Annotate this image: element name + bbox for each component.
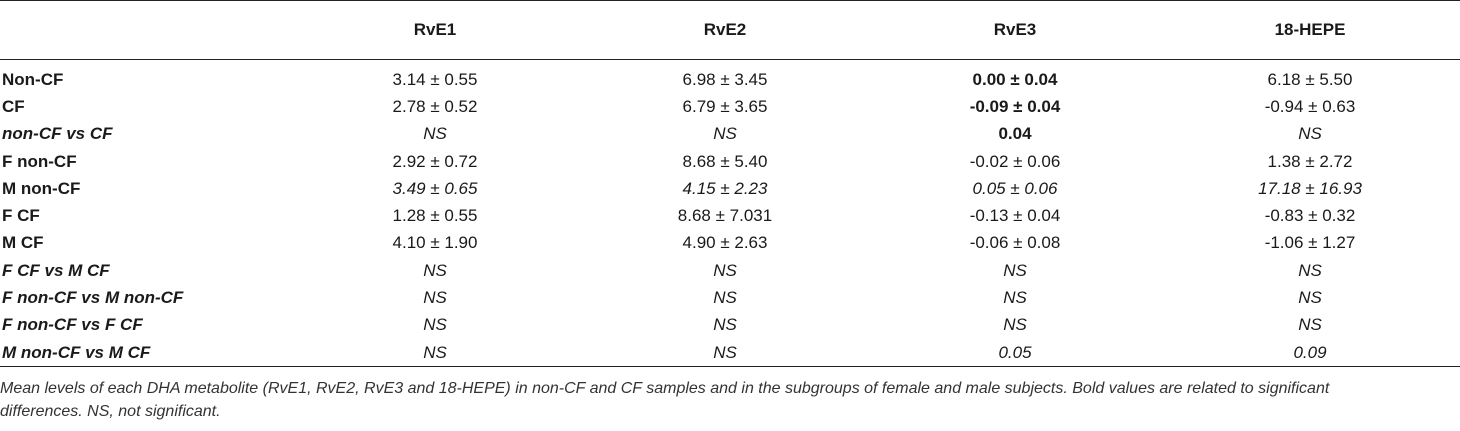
table-header: RvE1 RvE2 RvE3 18-HEPE bbox=[0, 0, 1460, 60]
header-cell-rve1: RvE1 bbox=[413, 20, 457, 39]
table-cell: -0.09 ± 0.04 bbox=[969, 96, 1061, 116]
table-row: F non-CF vs M non-CF NS NS NS NS bbox=[0, 284, 1460, 311]
table-cell: 4.90 ± 2.63 bbox=[682, 233, 768, 253]
table-cell: -0.02 ± 0.06 bbox=[969, 151, 1061, 171]
table-cell: 6.79 ± 3.65 bbox=[682, 96, 768, 116]
row-label: F non-CF bbox=[2, 151, 77, 171]
table-cell: -0.83 ± 0.32 bbox=[1264, 206, 1356, 226]
table-row: CF 2.78 ± 0.52 6.79 ± 3.65 -0.09 ± 0.04 -0.9… bbox=[0, 93, 1460, 120]
table-cell: 2.78 ± 0.52 bbox=[392, 96, 478, 116]
table-cell: 0.04 bbox=[998, 124, 1032, 144]
table-cell: NS bbox=[1298, 288, 1322, 308]
table-cell: 0.05 bbox=[998, 342, 1032, 362]
table-cell: NS bbox=[1003, 260, 1027, 280]
table-row: M non-CF 3.49 ± 0.65 4.15 ± 2.23 0.05 ± 0.0… bbox=[0, 175, 1460, 202]
table-cell: 6.18 ± 5.50 bbox=[1267, 69, 1353, 89]
table-cell: NS bbox=[713, 342, 737, 362]
table-cell: 2.92 ± 0.72 bbox=[392, 151, 478, 171]
table-cell: NS bbox=[713, 124, 737, 144]
row-label: non-CF vs CF bbox=[2, 124, 113, 144]
row-label: F non-CF vs M non-CF bbox=[2, 288, 184, 308]
table-cell: 4.15 ± 2.23 bbox=[682, 178, 768, 198]
row-label: F non-CF vs F CF bbox=[2, 315, 143, 335]
table-row: F CF 1.28 ± 0.55 8.68 ± 7.031 -0.13 ± 0.04 -… bbox=[0, 202, 1460, 229]
table-cell: 0.09 bbox=[1293, 342, 1327, 362]
table-cell: NS bbox=[1003, 315, 1027, 335]
table-cell: NS bbox=[423, 315, 447, 335]
header-cell-empty bbox=[0, 1, 290, 60]
table-caption: Mean levels of each DHA metabolite (RvE1… bbox=[0, 377, 1440, 423]
table-cell: 17.18 ± 16.93 bbox=[1258, 178, 1362, 198]
header-row: RvE1 RvE2 RvE3 18-HEPE bbox=[0, 0, 1460, 60]
table-cell: 6.98 ± 3.45 bbox=[682, 69, 768, 89]
table-row: M CF 4.10 ± 1.90 4.90 ± 2.63 -0.06 ± 0.08 -1… bbox=[0, 230, 1460, 257]
table-cell: NS bbox=[1298, 260, 1322, 280]
row-label: M non-CF bbox=[2, 178, 81, 198]
row-label: Non-CF bbox=[2, 69, 64, 89]
table-row: F CF vs M CF NS NS NS NS bbox=[0, 257, 1460, 284]
table-cell: NS bbox=[423, 288, 447, 308]
table-cell: NS bbox=[1298, 124, 1322, 144]
table-row: Non-CF 3.14 ± 0.55 6.98 ± 3.45 0.00 ± 0.04 6… bbox=[0, 60, 1460, 94]
table-cell: 3.49 ± 0.65 bbox=[392, 178, 478, 198]
row-label: M CF bbox=[2, 233, 44, 253]
table-cell: NS bbox=[423, 260, 447, 280]
caption-line: differences. NS, not significant. bbox=[0, 403, 221, 420]
table-cell: 1.28 ± 0.55 bbox=[392, 206, 478, 226]
table-cell: NS bbox=[713, 260, 737, 280]
table-cell: 3.14 ± 0.55 bbox=[392, 69, 478, 89]
table-cell: 0.05 ± 0.06 bbox=[972, 178, 1058, 198]
table-row: non-CF vs CF NS NS 0.04 NS bbox=[0, 121, 1460, 148]
table-row: F non-CF 2.92 ± 0.72 8.68 ± 5.40 -0.02 ± 0.… bbox=[0, 148, 1460, 175]
table-cell: 8.68 ± 5.40 bbox=[682, 151, 768, 171]
row-label: F CF vs M CF bbox=[2, 260, 110, 280]
table-cell: NS bbox=[423, 124, 447, 144]
row-label: CF bbox=[2, 96, 25, 116]
row-label: M non-CF vs M CF bbox=[2, 342, 151, 362]
row-label: F CF bbox=[2, 206, 40, 226]
header-cell-rve2: RvE2 bbox=[703, 20, 747, 39]
table-cell: NS bbox=[1298, 315, 1322, 335]
table-cell: -0.06 ± 0.08 bbox=[969, 233, 1061, 253]
caption-line: Mean levels of each DHA metabolite (RvE1… bbox=[0, 380, 1330, 397]
table-cell: -0.13 ± 0.04 bbox=[969, 206, 1061, 226]
metabolite-table: RvE1 RvE2 RvE3 18-HEPE Non-CF 3.14 ± 0.55… bbox=[0, 0, 1460, 367]
table-cell: 1.38 ± 2.72 bbox=[1267, 151, 1353, 171]
table-cell: 4.10 ± 1.90 bbox=[392, 233, 478, 253]
header-cell-18-hepe: 18-HEPE bbox=[1274, 20, 1346, 39]
header-cell-rve3: RvE3 bbox=[993, 20, 1037, 39]
table-cell: NS bbox=[423, 342, 447, 362]
table-row: M non-CF vs M CF NS NS 0.05 0.09 bbox=[0, 339, 1460, 367]
table-cell: 0.00 ± 0.04 bbox=[972, 69, 1058, 89]
table-body: Non-CF 3.14 ± 0.55 6.98 ± 3.45 0.00 ± 0.04 6… bbox=[0, 60, 1460, 367]
table-cell: NS bbox=[713, 288, 737, 308]
table-cell: NS bbox=[1003, 288, 1027, 308]
table-cell: -1.06 ± 1.27 bbox=[1264, 233, 1356, 253]
table-cell: -0.94 ± 0.63 bbox=[1264, 96, 1356, 116]
table-cell: NS bbox=[713, 315, 737, 335]
table-cell: 8.68 ± 7.031 bbox=[677, 206, 773, 226]
table-row: F non-CF vs F CF NS NS NS NS bbox=[0, 312, 1460, 339]
